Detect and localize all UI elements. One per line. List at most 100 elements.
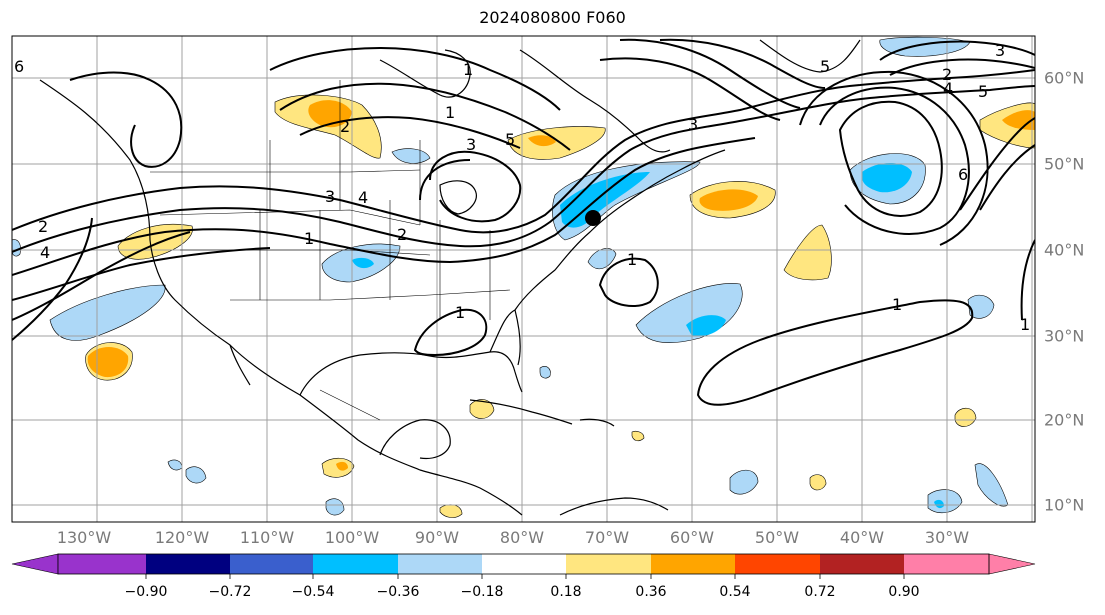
colorbar-bin <box>313 554 398 574</box>
contour-label: 3 <box>688 115 698 134</box>
contour-label: 1 <box>463 60 473 79</box>
warm-anomaly <box>469 399 495 419</box>
warm-anomaly <box>809 474 827 491</box>
lon-label: 110°W <box>239 528 295 547</box>
contour-label: 4 <box>40 243 50 262</box>
colorbar-tick-label: −0.18 <box>460 584 504 600</box>
lon-label: 90°W <box>414 528 460 547</box>
baja <box>229 344 251 386</box>
colorbar-tick-label: −0.90 <box>124 584 168 600</box>
lat-label: 10°N <box>1044 495 1085 515</box>
labrador <box>519 49 671 153</box>
colorbar-bin <box>904 554 989 574</box>
contour-label: 1 <box>1020 315 1030 334</box>
warm-anomaly <box>631 430 645 442</box>
hot-anomaly <box>87 347 129 378</box>
cool-anomaly <box>185 466 207 484</box>
cuba <box>469 399 573 425</box>
yucatan <box>379 419 451 460</box>
contour-label: 6 <box>14 57 24 76</box>
warm-anomaly <box>117 223 193 260</box>
cold-anomaly <box>934 499 944 509</box>
cool-anomaly <box>325 498 345 516</box>
contours <box>12 38 1035 406</box>
lon-label: 60°W <box>669 528 715 547</box>
lat-label: 50°N <box>1044 154 1085 174</box>
hot-anomaly <box>528 135 556 147</box>
florida <box>489 309 521 366</box>
contour-label: 3 <box>466 135 476 154</box>
cold-anomaly <box>686 315 726 337</box>
contour-label: 4 <box>358 188 368 207</box>
south-america <box>559 497 669 516</box>
map-frame <box>11 35 1036 523</box>
cool-anomaly <box>729 469 759 495</box>
contour-label: 6 <box>958 165 968 184</box>
cool-anomaly <box>167 459 183 471</box>
colorbar-bin <box>651 554 735 574</box>
north-america-west-coast <box>39 79 523 516</box>
coastlines <box>39 39 861 516</box>
colorbar-bin <box>735 554 820 574</box>
gulf-coast <box>299 351 523 396</box>
map-title: 2024080800 F060 <box>479 8 626 27</box>
contour-label: 3 <box>995 41 1005 60</box>
cool-anomaly <box>49 284 166 341</box>
contour-label: 2 <box>340 117 350 136</box>
great-lakes <box>439 180 477 215</box>
colorbar-tick-label: 0.54 <box>719 584 751 600</box>
colorbar-bin <box>146 554 230 574</box>
cool-anomaly <box>539 366 551 379</box>
contour-label: 5 <box>820 57 830 76</box>
contour-label: 3 <box>325 187 335 206</box>
east-coast <box>514 149 726 311</box>
lon-label: 100°W <box>324 528 380 547</box>
greenland <box>759 39 861 73</box>
colorbar <box>11 553 1036 579</box>
lon-label: 130°W <box>56 528 112 547</box>
cold-anomaly <box>861 163 912 193</box>
lon-label: 50°W <box>754 528 800 547</box>
colorbar-tick-label: −0.54 <box>291 584 335 600</box>
colorbar-tick-label: 0.72 <box>804 584 836 600</box>
hot-anomaly <box>308 100 352 128</box>
hudson-bay <box>379 49 471 98</box>
lat-label: 30°N <box>1044 326 1085 346</box>
cool-anomaly <box>12 239 21 257</box>
contour-label: 1 <box>892 295 902 314</box>
lon-label: 120°W <box>154 528 210 547</box>
colorbar-tick-label: 0.18 <box>550 584 582 600</box>
cool-anomaly <box>927 489 963 514</box>
contour-label: 1 <box>455 303 465 322</box>
contour-label: 4 <box>943 79 953 98</box>
contour-label: 1 <box>445 103 455 122</box>
hot-anomaly <box>336 461 348 471</box>
location-marker <box>585 210 601 226</box>
colorbar-tick-label: 0.90 <box>888 584 920 600</box>
cool-anomaly <box>635 283 743 343</box>
hispaniola <box>579 418 615 427</box>
lon-label: 30°W <box>924 528 970 547</box>
contour-label: 1 <box>304 229 314 248</box>
contour-label: 5 <box>978 82 988 101</box>
warm-anomaly <box>439 504 463 518</box>
contour-label: 1 <box>627 250 637 269</box>
colorbar-bin <box>482 554 566 574</box>
colorbar-bin <box>398 554 482 574</box>
lon-label: 70°W <box>584 528 630 547</box>
contour-label: 2 <box>397 225 407 244</box>
colorbar-tick-label: 0.36 <box>635 584 667 600</box>
warm-anomaly <box>783 224 832 281</box>
colorbar-extend-right <box>988 553 1036 575</box>
colorbar-tick-label: −0.36 <box>376 584 420 600</box>
warm-anomaly <box>954 407 977 427</box>
cold-anomaly <box>560 172 650 228</box>
colorbar-bin <box>566 554 651 574</box>
warm-anomaly <box>507 126 606 160</box>
cool-anomaly <box>391 148 431 164</box>
contour-label: 2 <box>942 65 952 84</box>
colorbar-extend-left <box>11 553 59 575</box>
lat-label: 60°N <box>1044 68 1085 88</box>
colorbar-bin <box>230 554 313 574</box>
